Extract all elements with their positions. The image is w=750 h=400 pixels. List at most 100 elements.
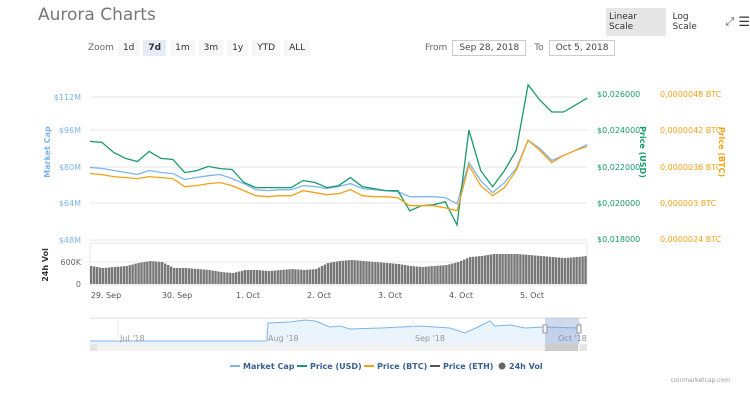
volume-bar	[341, 260, 344, 284]
navigator-tick: Oct '18	[558, 334, 587, 343]
volume-bar	[486, 255, 489, 284]
volume-bar	[548, 256, 552, 284]
zoom-1y-button[interactable]: 1y	[227, 40, 249, 56]
x-tick: 2. Oct	[307, 291, 331, 300]
navigator-selection[interactable]	[545, 318, 579, 344]
volume-bar	[468, 257, 472, 284]
volume-bar	[158, 261, 161, 284]
volume-bar	[350, 260, 353, 284]
volume-bar	[430, 266, 433, 284]
volume-bar	[98, 267, 102, 284]
volume-bar	[223, 272, 226, 284]
navigator-tick: Jul '18	[119, 334, 145, 343]
scrollbar-left-button[interactable]	[90, 344, 97, 351]
menu-icon[interactable]: ☰	[738, 14, 750, 30]
volume-bar	[214, 271, 217, 284]
scrollbar-right-button[interactable]	[580, 344, 587, 351]
volume-bar	[421, 267, 424, 284]
volume-bar	[394, 263, 398, 284]
navigator-tick: Sep '18	[415, 334, 445, 343]
volume-bar	[167, 265, 170, 284]
volume-bar	[282, 269, 285, 284]
volume-bar	[178, 268, 182, 284]
volume-bar	[424, 266, 427, 284]
volume-bar	[362, 261, 365, 284]
from-label: From	[425, 43, 448, 53]
volume-bar	[344, 260, 347, 284]
legend-item-price-btc[interactable]: Price (BTC)	[364, 362, 427, 371]
page-title: Aurora Charts	[38, 5, 156, 25]
volume-bar	[531, 255, 534, 284]
volume-bar	[131, 264, 134, 284]
legend-item-24h-vol[interactable]: 24h Vol	[498, 362, 543, 371]
volume-bar	[400, 264, 404, 284]
volume-bar	[501, 254, 504, 284]
legend-item-price-eth[interactable]: Price (ETH)	[430, 362, 493, 371]
x-tick: 30. Sep	[162, 291, 192, 300]
volume-bar	[471, 256, 475, 284]
log-scale-button[interactable]: Log Scale	[672, 12, 697, 32]
zoom-selector: Zoom 1d 7d 1m 3m 1y YTD ALL	[88, 40, 311, 56]
navigator[interactable]: Jul '18 Aug '18 Sep '18 Oct '18	[90, 317, 587, 351]
x-tick: 5. Oct	[520, 291, 544, 300]
volume-bar	[371, 261, 374, 284]
legend-label: Price (USD)	[310, 362, 362, 371]
to-date-input[interactable]: Oct 5, 2018	[548, 40, 616, 56]
volume-bar	[309, 269, 312, 284]
zoom-7d-button[interactable]: 7d	[143, 40, 167, 56]
navigator-handle-left[interactable]	[542, 324, 548, 334]
linear-scale-button[interactable]: Linear Scale	[606, 8, 666, 36]
zoom-1m-button[interactable]: 1m	[170, 40, 195, 56]
volume-bar	[477, 256, 481, 284]
legend-item-market-cap[interactable]: Market Cap	[230, 362, 295, 371]
volume-bar	[374, 262, 377, 284]
volume-bar	[101, 268, 105, 284]
volume-bar	[125, 266, 128, 284]
scrollbar-thumb[interactable]	[545, 344, 578, 351]
credit-link[interactable]: coinmarketcap.com	[670, 377, 730, 384]
volume-bar	[232, 273, 235, 284]
navigator-area	[90, 320, 580, 344]
volume-bar	[383, 262, 386, 284]
volume-bar	[137, 263, 140, 284]
volume-bar	[238, 271, 241, 284]
volume-bar	[386, 263, 389, 284]
volume-bar	[545, 256, 549, 284]
volume-bar	[412, 266, 415, 284]
volume-bar	[353, 260, 356, 284]
volume-bar	[525, 254, 528, 284]
volume-bar	[264, 270, 267, 284]
usd-tick: $0,022000	[597, 163, 640, 172]
volume-bar	[164, 263, 167, 284]
series-line-price-btc	[89, 139, 588, 212]
legend-item-price-usd[interactable]: Price (USD)	[297, 362, 362, 371]
zoom-3m-button[interactable]: 3m	[198, 40, 224, 56]
zoom-ytd-button[interactable]: YTD	[252, 40, 281, 56]
grid	[90, 96, 587, 241]
volume-bar	[557, 257, 561, 284]
zoom-all-button[interactable]: ALL	[284, 40, 311, 56]
volume-bar	[457, 262, 460, 284]
from-date-input[interactable]: Sep 28, 2018	[452, 40, 527, 56]
volume-bar	[246, 270, 250, 284]
navigator-handle-right[interactable]	[576, 324, 582, 334]
zoom-1d-button[interactable]: 1d	[117, 40, 140, 56]
volume-bar	[152, 261, 155, 284]
volume-bar	[270, 270, 273, 284]
volume-bar	[418, 266, 421, 284]
zoom-label: Zoom	[88, 43, 114, 53]
volume-bar	[584, 256, 587, 284]
volume-bar	[454, 262, 457, 284]
mcap-axis-title: Market Cap	[43, 126, 52, 178]
volume-bar	[356, 260, 359, 284]
volume-bar	[495, 254, 498, 284]
volume-bar	[480, 256, 484, 284]
volume-bar	[172, 268, 176, 284]
volume-bar	[448, 264, 451, 284]
volume-bar	[569, 257, 572, 284]
volume-bar	[451, 263, 454, 284]
volume-bar	[315, 269, 318, 284]
navigator-line	[90, 319, 581, 342]
scrollbar-track[interactable]	[90, 344, 587, 351]
fullscreen-icon[interactable]: ⤢	[725, 15, 735, 28]
